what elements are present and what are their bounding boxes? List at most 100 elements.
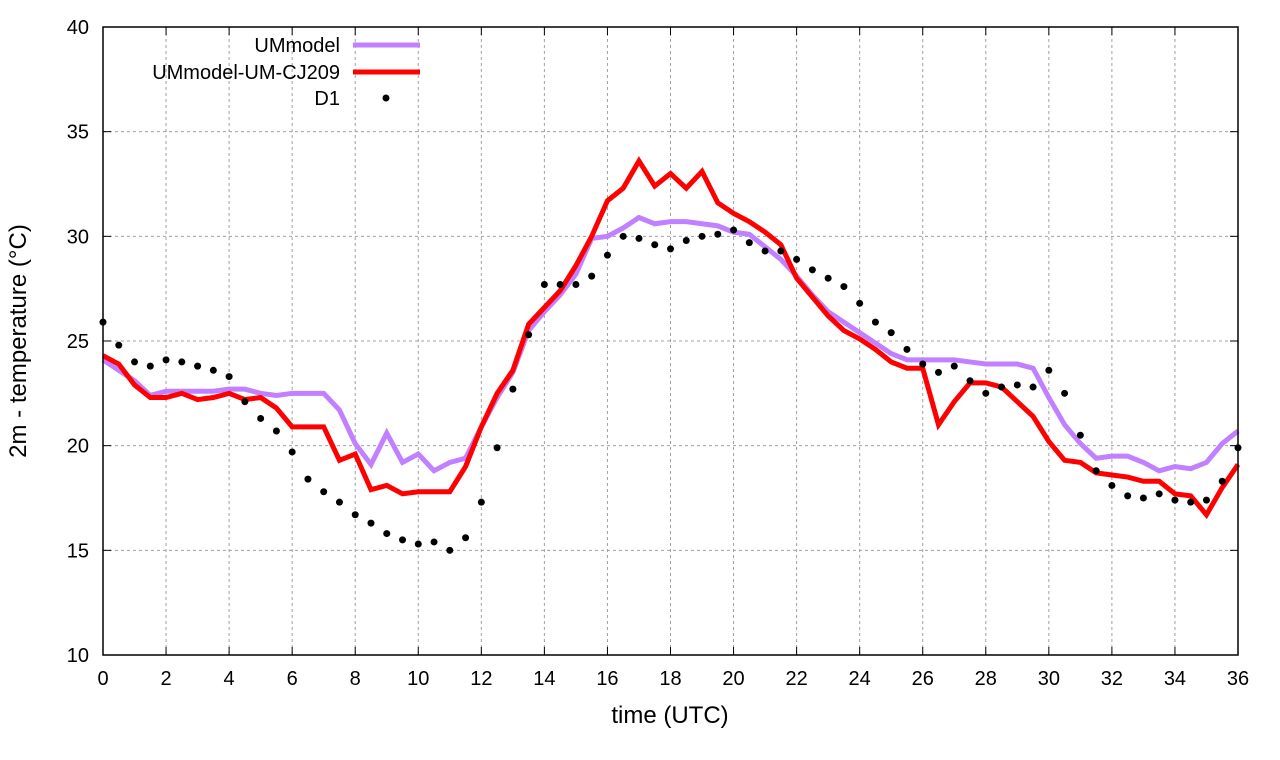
legend-label-ummodel: UMmodel bbox=[254, 35, 340, 57]
data-point-d1 bbox=[856, 299, 864, 307]
x-tick-label: 14 bbox=[533, 668, 555, 690]
data-point-d1 bbox=[556, 280, 564, 288]
y-axis-label: 2m - temperature (°C) bbox=[5, 224, 32, 458]
series-line-ummodel bbox=[101, 214, 1240, 474]
y-tick-label: 30 bbox=[67, 226, 89, 248]
data-point-d1 bbox=[840, 283, 848, 291]
data-point-d1 bbox=[367, 519, 375, 527]
data-point-d1 bbox=[1108, 481, 1116, 489]
data-point-d1 bbox=[209, 366, 217, 374]
y-tick-label: 40 bbox=[67, 17, 89, 39]
data-point-d1 bbox=[667, 245, 674, 253]
y-tick-label: 10 bbox=[67, 645, 89, 667]
data-point-d1 bbox=[241, 398, 249, 406]
x-tick-label: 6 bbox=[287, 668, 298, 690]
series-line-ummodel-um-cj209 bbox=[101, 156, 1241, 520]
x-tick-label: 16 bbox=[596, 668, 618, 690]
legend-swatch-d1 bbox=[382, 94, 390, 102]
data-point-d1 bbox=[903, 345, 911, 353]
y-tick-label: 35 bbox=[67, 122, 89, 144]
data-point-d1 bbox=[1187, 498, 1195, 506]
data-point-d1 bbox=[288, 448, 296, 456]
data-point-d1 bbox=[1076, 431, 1084, 439]
data-point-d1 bbox=[225, 373, 233, 381]
data-point-d1 bbox=[351, 511, 359, 519]
x-tick-label: 32 bbox=[1101, 668, 1123, 690]
legend-label-ummodel-um-cj209: UMmodel-UM-CJ209 bbox=[152, 62, 340, 84]
data-point-d1 bbox=[272, 427, 280, 435]
data-point-d1 bbox=[477, 498, 485, 506]
data-point-d1 bbox=[257, 414, 265, 422]
data-point-d1 bbox=[399, 536, 407, 544]
data-point-d1 bbox=[1139, 494, 1147, 502]
data-point-d1 bbox=[383, 530, 391, 538]
data-point-d1 bbox=[919, 360, 927, 368]
data-point-d1 bbox=[446, 546, 454, 554]
data-point-d1 bbox=[572, 280, 580, 288]
x-tick-label: 10 bbox=[407, 668, 429, 690]
x-tick-label: 12 bbox=[470, 668, 492, 690]
x-tick-label: 22 bbox=[785, 668, 807, 690]
data-point-d1 bbox=[320, 488, 328, 496]
data-point-d1 bbox=[698, 232, 706, 240]
data-point-d1 bbox=[871, 318, 879, 326]
data-point-d1 bbox=[966, 377, 974, 385]
data-point-d1 bbox=[934, 368, 942, 376]
data-point-d1 bbox=[761, 247, 769, 255]
data-point-d1 bbox=[1029, 383, 1037, 391]
data-point-d1 bbox=[1171, 496, 1179, 504]
data-point-d1 bbox=[887, 329, 895, 337]
grid bbox=[103, 27, 1238, 655]
x-tick-label: 28 bbox=[975, 668, 997, 690]
data-point-d1 bbox=[525, 331, 533, 339]
data-point-d1 bbox=[1218, 477, 1226, 485]
data-point-d1 bbox=[730, 226, 738, 234]
data-point-d1 bbox=[335, 498, 343, 506]
data-point-d1 bbox=[178, 358, 186, 366]
data-point-d1 bbox=[194, 362, 202, 370]
x-tick-label: 8 bbox=[350, 668, 361, 690]
y-tick-label: 25 bbox=[67, 331, 89, 353]
x-tick-label: 26 bbox=[912, 668, 934, 690]
data-point-d1 bbox=[509, 385, 517, 393]
data-point-d1 bbox=[651, 241, 659, 249]
data-point-d1 bbox=[414, 540, 422, 548]
data-point-d1 bbox=[493, 444, 501, 452]
data-point-d1 bbox=[162, 356, 170, 364]
data-point-d1 bbox=[714, 230, 722, 238]
data-point-d1 bbox=[1202, 496, 1210, 504]
series-group bbox=[99, 156, 1242, 554]
data-point-d1 bbox=[1013, 381, 1021, 389]
data-point-d1 bbox=[603, 251, 611, 259]
data-point-d1 bbox=[1092, 467, 1100, 475]
x-tick-label: 4 bbox=[224, 668, 235, 690]
data-point-d1 bbox=[430, 538, 438, 546]
data-point-d1 bbox=[131, 358, 139, 366]
x-tick-label: 0 bbox=[97, 668, 108, 690]
x-tick-label: 18 bbox=[659, 668, 681, 690]
data-point-d1 bbox=[777, 247, 785, 255]
x-tick-label: 30 bbox=[1038, 668, 1060, 690]
data-point-d1 bbox=[950, 362, 958, 370]
data-point-d1 bbox=[745, 239, 753, 247]
data-point-d1 bbox=[462, 534, 470, 542]
x-tick-label: 34 bbox=[1164, 668, 1186, 690]
data-point-d1 bbox=[793, 255, 801, 263]
data-point-d1 bbox=[1045, 366, 1053, 374]
x-axis-label: time (UTC) bbox=[611, 702, 728, 729]
x-tick-label: 24 bbox=[849, 668, 871, 690]
data-point-d1 bbox=[1124, 492, 1132, 500]
data-point-d1 bbox=[146, 362, 154, 370]
ticks: 0 2 4 6 8 10 12 14 16 18 20 22 24 26 28 30 32 34 361015202… bbox=[67, 17, 1249, 690]
data-point-d1 bbox=[998, 383, 1006, 391]
data-point-d1 bbox=[682, 237, 690, 245]
y-tick-label: 15 bbox=[67, 540, 89, 562]
data-point-d1 bbox=[824, 274, 832, 282]
data-point-d1 bbox=[619, 232, 627, 240]
data-point-d1 bbox=[982, 389, 990, 397]
x-tick-label: 20 bbox=[722, 668, 744, 690]
data-point-d1 bbox=[1061, 389, 1069, 397]
legend-label-d1: D1 bbox=[314, 88, 340, 110]
data-point-d1 bbox=[304, 475, 312, 483]
